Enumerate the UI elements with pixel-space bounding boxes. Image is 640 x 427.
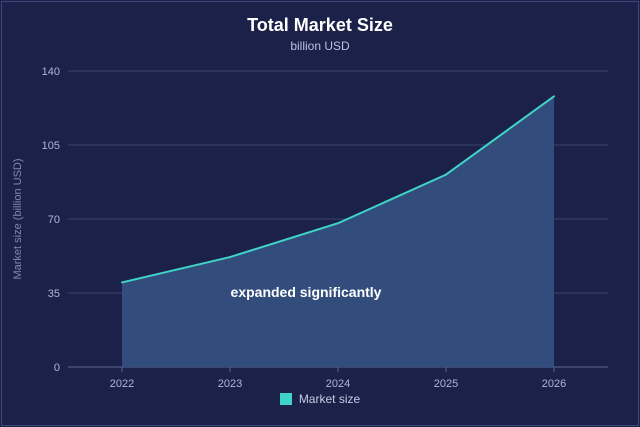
y-tick-label: 140 — [42, 66, 60, 78]
area-fill — [122, 96, 554, 367]
data-point — [229, 256, 231, 259]
chart-subtitle: billion USD — [290, 39, 350, 53]
y-tick-labels: 0 35 70 105 140 — [42, 66, 60, 374]
y-tick-label: 105 — [42, 140, 60, 152]
annotation: expanded significantly — [231, 284, 382, 300]
x-tick-label: 2025 — [434, 378, 458, 390]
y-tick-label: 35 — [48, 288, 60, 300]
y-tick-label: 70 — [48, 214, 60, 226]
data-point — [337, 222, 339, 225]
x-tick-label: 2026 — [542, 378, 566, 390]
x-tick-label: 2023 — [218, 378, 242, 390]
y-tick-label: 0 — [54, 362, 60, 374]
data-point — [445, 173, 447, 176]
legend-label: Market size — [298, 392, 361, 406]
x-tick-labels: 2022 2023 2024 2025 2026 — [110, 367, 566, 390]
legend: Market size — [0, 392, 640, 406]
y-axis-label: Market size (billion USD) — [12, 158, 24, 279]
data-point — [553, 95, 555, 98]
legend-swatch — [279, 393, 292, 405]
x-tick-label: 2022 — [110, 378, 134, 390]
data-point — [121, 281, 123, 284]
area-layer — [121, 95, 555, 367]
chart-title: Total Market Size — [247, 15, 393, 35]
x-tick-label: 2024 — [326, 378, 350, 390]
